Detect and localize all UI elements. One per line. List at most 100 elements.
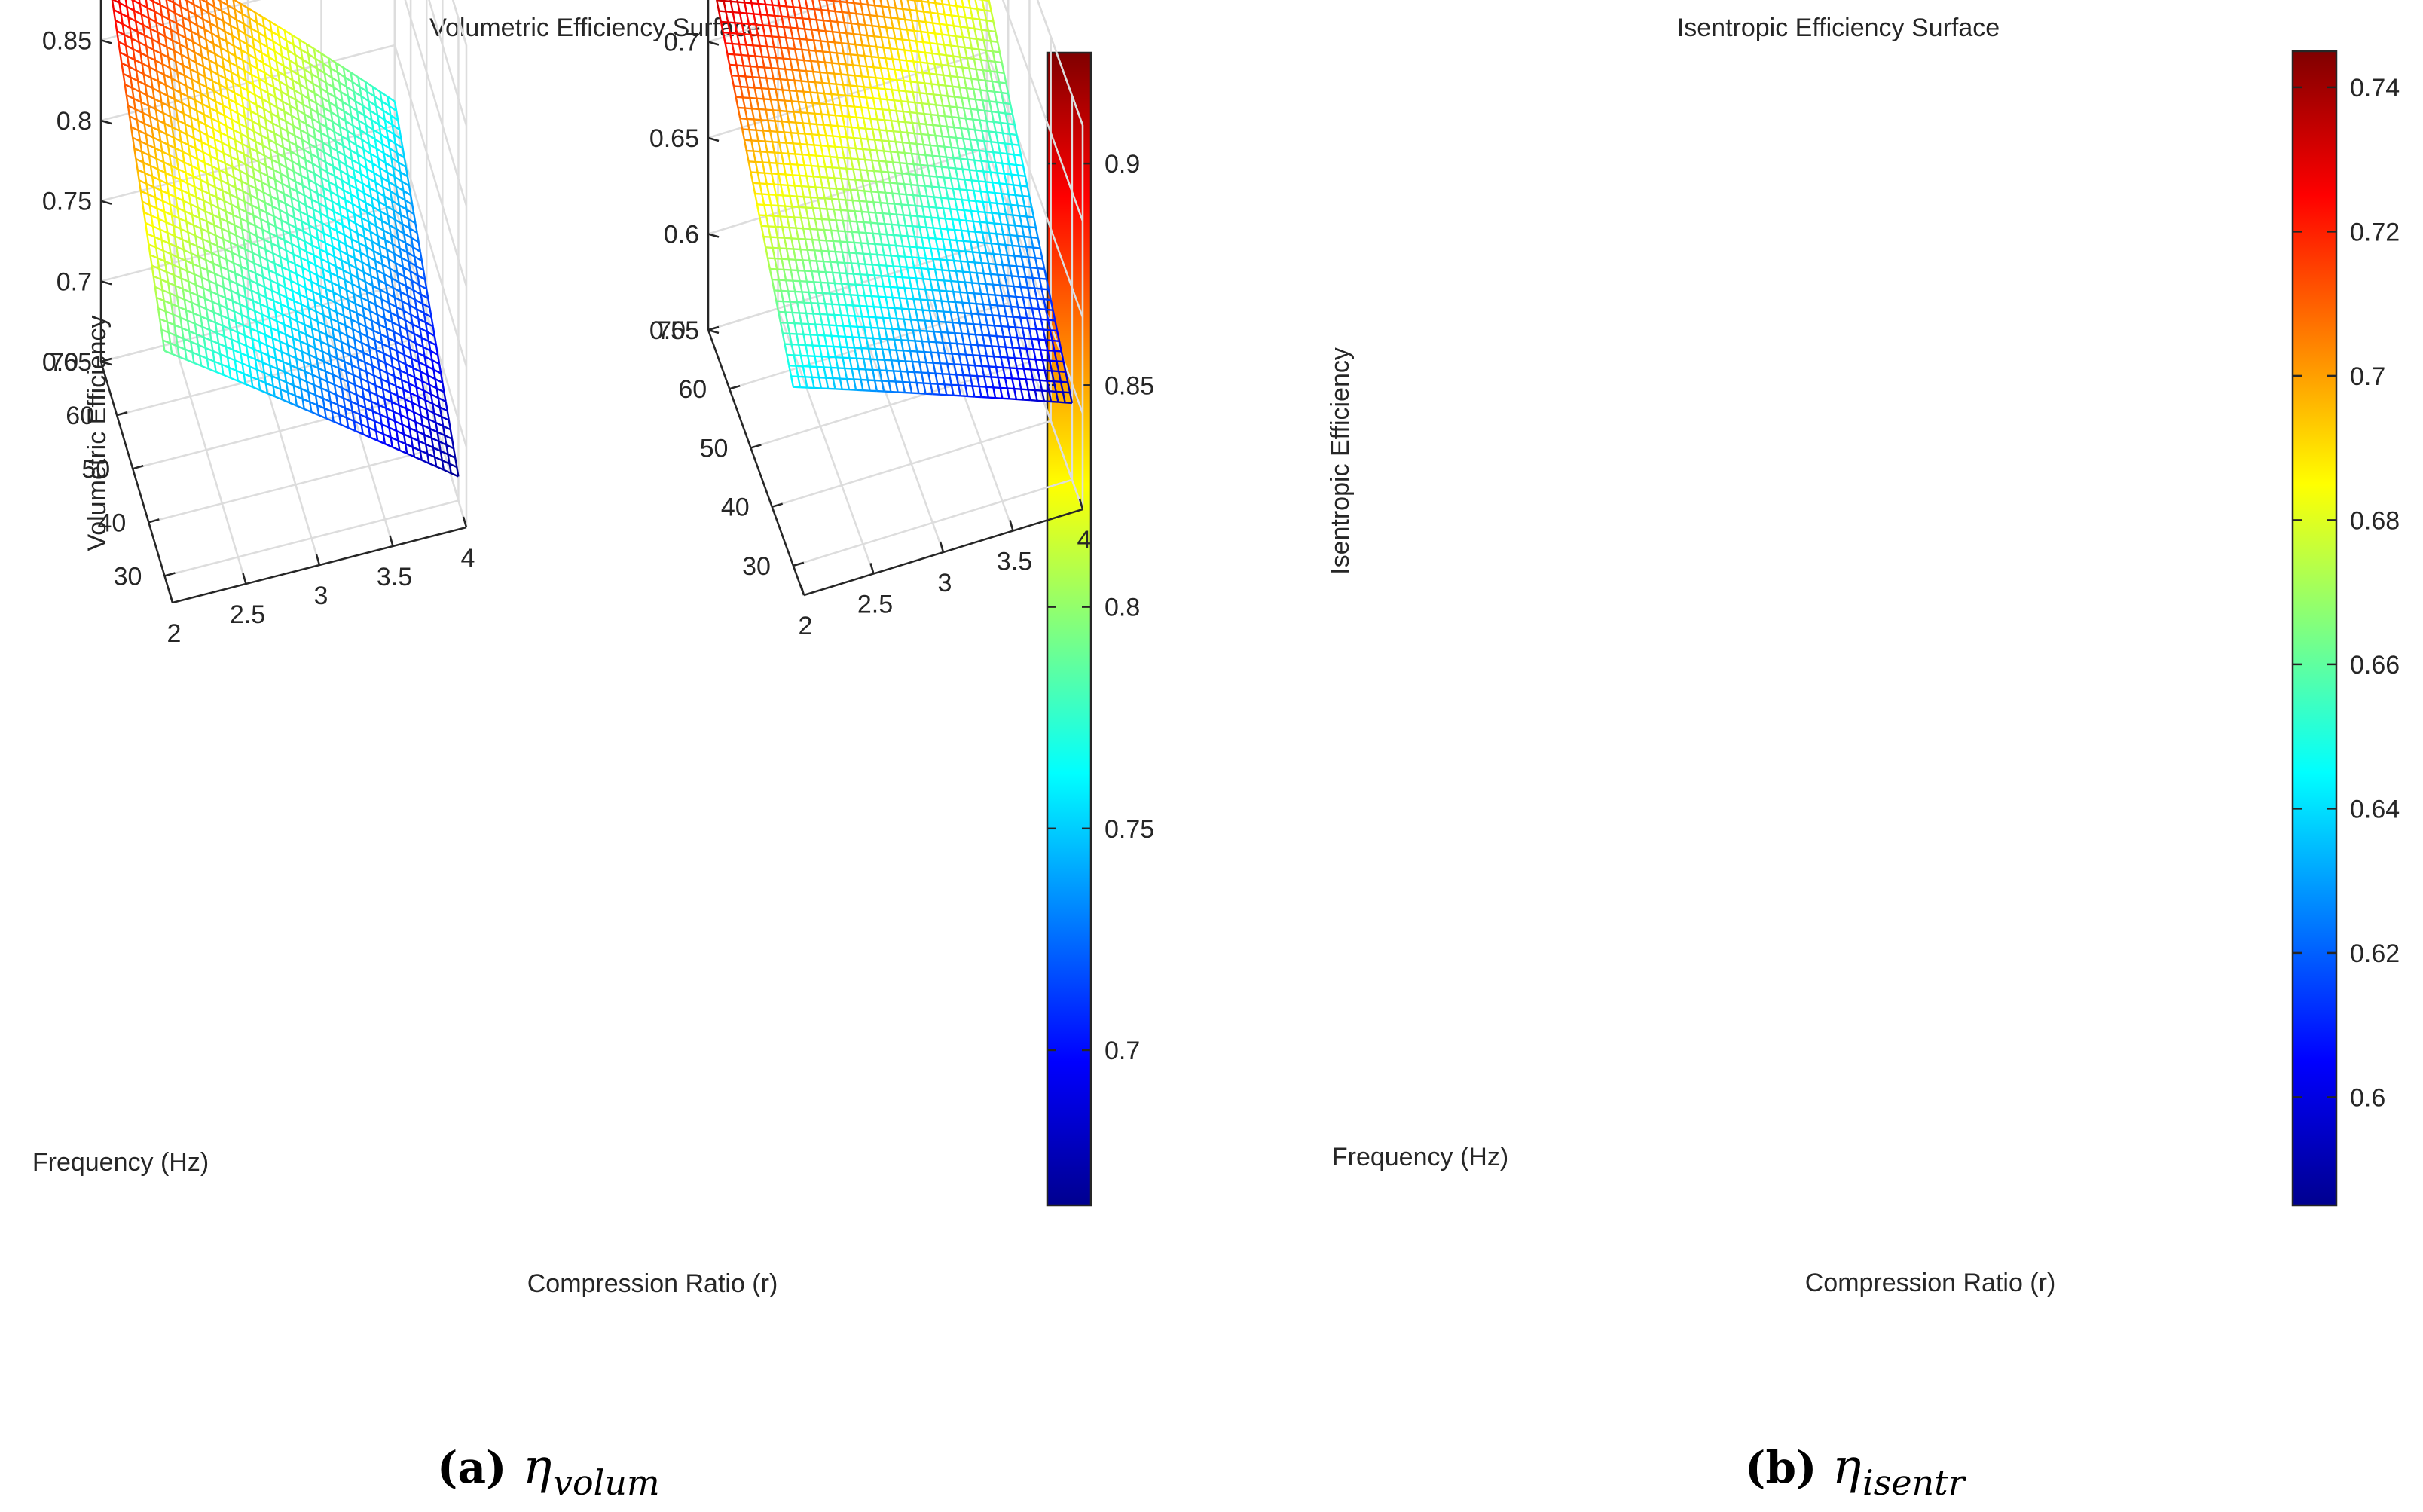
mesh-segment <box>415 342 424 348</box>
mesh-segment <box>363 193 367 203</box>
mesh-segment <box>286 297 289 308</box>
mesh-segment <box>240 133 243 145</box>
mesh-segment <box>115 31 120 42</box>
mesh-segment <box>192 0 195 5</box>
mesh-segment <box>388 427 392 438</box>
colorbar-tick-label: 0.8 <box>1105 594 1140 622</box>
mesh-segment <box>363 397 372 402</box>
box-edge <box>451 0 468 46</box>
mesh-segment <box>750 65 758 68</box>
mesh-segment <box>974 159 982 162</box>
mesh-segment <box>335 266 339 276</box>
mesh-segment <box>149 165 154 177</box>
y-tick-mark <box>116 411 128 417</box>
mesh-segment <box>325 252 330 263</box>
mesh-segment <box>850 84 857 87</box>
mesh-segment <box>245 163 254 170</box>
mesh-segment <box>912 329 921 332</box>
mesh-segment <box>264 201 273 207</box>
mesh-segment <box>344 76 353 83</box>
mesh-segment <box>373 295 377 306</box>
mesh-segment <box>279 209 283 221</box>
mesh-segment <box>177 119 186 125</box>
mesh-segment <box>344 77 348 87</box>
mesh-segment <box>156 157 164 163</box>
mesh-segment <box>236 66 240 77</box>
mesh-segment <box>188 330 197 335</box>
mesh-segment <box>344 361 353 366</box>
mesh-segment <box>941 300 949 303</box>
mesh-segment <box>322 222 330 228</box>
mesh-segment <box>941 166 949 169</box>
mesh-segment <box>278 81 283 92</box>
mesh-segment <box>365 202 374 208</box>
mesh-segment <box>380 101 384 111</box>
mesh-segment <box>219 132 223 143</box>
mesh-segment <box>726 11 733 14</box>
mesh-segment <box>343 110 352 117</box>
mesh-segment <box>228 183 237 189</box>
mesh-segment <box>344 279 347 291</box>
mesh-segment <box>289 105 298 111</box>
mesh-segment <box>335 62 344 69</box>
mesh-segment <box>292 338 296 349</box>
mesh-segment <box>947 95 955 98</box>
mesh-segment <box>172 314 176 325</box>
mesh-segment <box>218 304 228 310</box>
mesh-segment <box>1006 183 1014 186</box>
mesh-segment <box>727 53 735 56</box>
mesh-segment <box>254 93 263 100</box>
mesh-segment <box>784 237 792 240</box>
mesh-segment <box>297 154 306 160</box>
mesh-segment <box>265 82 274 88</box>
mesh-segment <box>291 35 295 45</box>
mesh-segment <box>274 179 283 185</box>
mesh-segment <box>283 65 292 72</box>
mesh-segment <box>837 20 845 24</box>
mesh-segment <box>204 210 213 215</box>
mesh-segment <box>986 120 995 123</box>
mesh-segment <box>314 264 318 276</box>
mesh-segment <box>277 246 282 258</box>
mesh-segment <box>171 77 179 84</box>
mesh-segment <box>922 72 930 75</box>
mesh-segment <box>225 41 229 52</box>
mesh-segment <box>277 236 286 242</box>
mesh-segment <box>316 405 320 416</box>
mesh-segment <box>394 263 399 273</box>
mesh-segment <box>352 374 356 386</box>
mesh-segment <box>392 287 396 298</box>
mesh-segment <box>315 311 319 322</box>
mesh-segment <box>269 21 273 32</box>
mesh-segment <box>805 101 813 104</box>
mesh-segment <box>390 200 395 211</box>
mesh-segment <box>744 33 751 36</box>
mesh-segment <box>325 289 328 299</box>
mesh-segment <box>396 195 400 206</box>
mesh-segment <box>787 184 795 187</box>
mesh-segment <box>235 102 244 108</box>
mesh-segment <box>205 259 209 271</box>
mesh-segment <box>349 105 353 116</box>
mesh-segment <box>284 156 293 163</box>
mesh-segment <box>286 50 291 61</box>
mesh-segment <box>340 170 349 176</box>
mesh-segment <box>955 167 963 170</box>
mesh-segment <box>350 193 359 200</box>
mesh-segment <box>882 139 889 142</box>
mesh-segment <box>925 21 933 24</box>
mesh-segment <box>993 121 1001 124</box>
mesh-segment <box>211 252 220 258</box>
mesh-segment <box>974 261 982 264</box>
mesh-segment <box>217 207 222 218</box>
mesh-segment <box>919 361 927 364</box>
mesh-segment <box>338 321 347 327</box>
mesh-segment <box>382 186 386 197</box>
mesh-segment <box>434 456 443 462</box>
mesh-segment <box>200 228 204 240</box>
z-tick-label: 0.75 <box>42 188 92 216</box>
mesh-segment <box>854 136 861 140</box>
mesh-segment <box>959 86 967 90</box>
mesh-segment <box>933 331 941 334</box>
mesh-segment <box>218 0 223 11</box>
